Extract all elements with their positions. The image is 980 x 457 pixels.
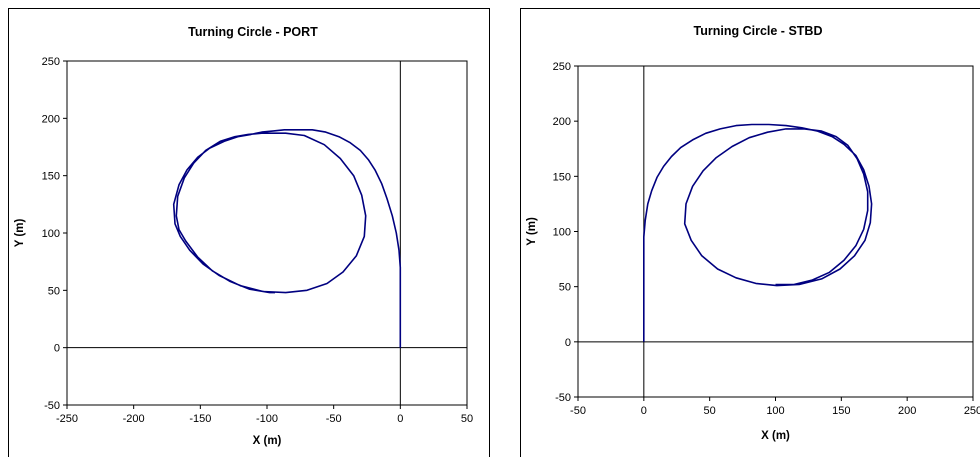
plot-area (577, 65, 974, 398)
y-tick-label: 150 (42, 171, 60, 183)
x-tick-label: 50 (461, 413, 473, 425)
y-tick-label: 200 (42, 113, 60, 125)
series-line (172, 129, 402, 348)
y-tick-label: -50 (555, 392, 571, 404)
y-tick-label: -50 (44, 400, 60, 412)
x-tick-label: 150 (832, 405, 850, 417)
x-tick-label: 250 (964, 405, 980, 417)
y-axis-label: Y (m) (526, 217, 538, 246)
y-tick-label: 50 (559, 282, 571, 294)
y-tick-label: 0 (54, 343, 60, 355)
y-tick-label: 0 (565, 337, 571, 349)
chart-stbd: Turning Circle - STBD -50 0 50 100 150 200 250 -… (526, 24, 980, 442)
x-tick-label: 50 (704, 405, 716, 417)
chart-port: Turning Circle - PORT -250 -200 -150 -100 -50… (14, 25, 473, 447)
y-tick-label: 50 (48, 285, 60, 297)
chart-title: Turning Circle - PORT (188, 25, 318, 39)
chart-port-frame: Turning Circle - PORT -250 -200 -150 -100 -50… (8, 8, 490, 457)
x-tick-label: -100 (256, 413, 278, 425)
series-line (643, 123, 873, 342)
x-tick-label: -250 (56, 413, 78, 425)
x-axis-label: X (m) (761, 430, 790, 442)
y-axis-label: Y (m) (14, 219, 26, 248)
y-tick-label: 150 (553, 171, 571, 183)
x-tick-label: -200 (123, 413, 145, 425)
chart-title: Turning Circle - STBD (694, 24, 823, 38)
x-tick-label: 0 (641, 405, 647, 417)
x-tick-label: 200 (898, 405, 916, 417)
y-tick-label: 100 (553, 227, 571, 239)
x-tick-label: -150 (189, 413, 211, 425)
x-tick-label: 100 (766, 405, 784, 417)
x-tick-label: -50 (570, 405, 586, 417)
y-tick-label: 100 (42, 228, 60, 240)
plot-area (66, 60, 468, 406)
x-tick-label: 0 (397, 413, 403, 425)
y-tick-label: 250 (42, 56, 60, 68)
chart-stbd-frame: Turning Circle - STBD -50 0 50 100 150 200 250 -… (520, 8, 980, 457)
x-axis-label: X (m) (253, 435, 282, 447)
x-tick-label: -50 (326, 413, 342, 425)
y-tick-label: 250 (553, 61, 571, 73)
y-tick-label: 200 (553, 116, 571, 128)
